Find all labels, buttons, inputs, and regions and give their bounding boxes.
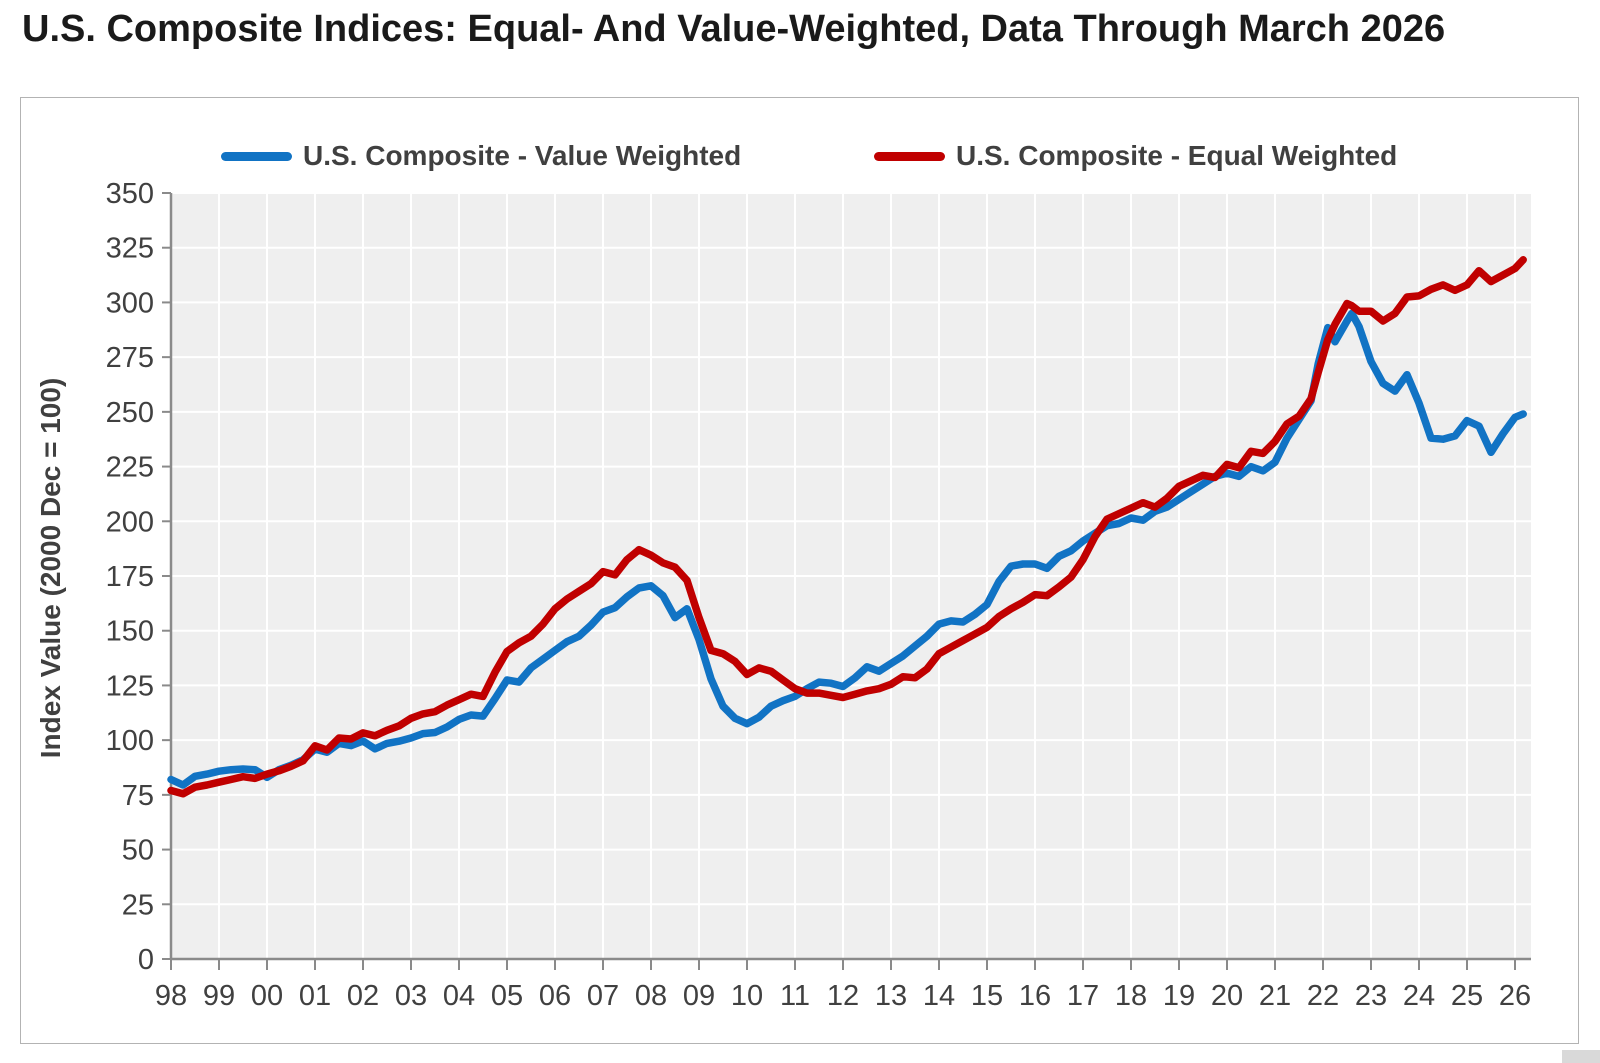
svg-text:14: 14 [923, 980, 955, 1012]
svg-text:18: 18 [1115, 980, 1147, 1012]
svg-text:125: 125 [106, 670, 154, 702]
scrollbar-corner-artifact [1562, 1050, 1600, 1063]
page-title: U.S. Composite Indices: Equal- And Value… [22, 8, 1446, 50]
svg-text:22: 22 [1307, 980, 1339, 1012]
svg-text:02: 02 [347, 980, 379, 1012]
chart-frame: U.S. Composite - Value Weighted U.S. Com… [20, 97, 1579, 1044]
svg-text:04: 04 [443, 980, 475, 1012]
svg-text:17: 17 [1067, 980, 1099, 1012]
svg-text:26: 26 [1499, 980, 1531, 1012]
svg-text:350: 350 [106, 178, 154, 210]
svg-text:08: 08 [635, 980, 667, 1012]
svg-text:100: 100 [106, 725, 154, 757]
svg-text:15: 15 [971, 980, 1003, 1012]
svg-text:16: 16 [1019, 980, 1051, 1012]
svg-text:25: 25 [122, 889, 154, 921]
svg-text:01: 01 [299, 980, 331, 1012]
svg-text:75: 75 [122, 780, 154, 812]
value-weighted-line-swatch-icon [221, 151, 292, 161]
svg-text:200: 200 [106, 506, 154, 538]
svg-text:250: 250 [106, 397, 154, 429]
svg-text:175: 175 [106, 561, 154, 593]
svg-text:21: 21 [1259, 980, 1291, 1012]
svg-text:0: 0 [138, 944, 154, 976]
svg-text:150: 150 [106, 616, 154, 648]
svg-text:98: 98 [155, 980, 187, 1012]
legend-item-equal-weighted: U.S. Composite - Equal Weighted [874, 142, 1397, 170]
svg-text:03: 03 [395, 980, 427, 1012]
svg-text:325: 325 [106, 233, 154, 265]
svg-text:12: 12 [827, 980, 859, 1012]
svg-text:06: 06 [539, 980, 571, 1012]
svg-text:07: 07 [587, 980, 619, 1012]
legend-label-value-weighted: U.S. Composite - Value Weighted [303, 140, 742, 171]
svg-text:24: 24 [1403, 980, 1435, 1012]
svg-text:00: 00 [251, 980, 283, 1012]
svg-text:05: 05 [491, 980, 523, 1012]
svg-text:13: 13 [875, 980, 907, 1012]
svg-text:23: 23 [1355, 980, 1387, 1012]
svg-text:50: 50 [122, 835, 154, 867]
legend-label-equal-weighted: U.S. Composite - Equal Weighted [956, 140, 1398, 171]
svg-text:11: 11 [780, 980, 810, 1012]
svg-text:225: 225 [106, 452, 154, 484]
svg-text:99: 99 [203, 980, 235, 1012]
svg-text:25: 25 [1451, 980, 1483, 1012]
svg-text:20: 20 [1211, 980, 1243, 1012]
equal-weighted-line-swatch-icon [874, 151, 945, 161]
svg-text:275: 275 [106, 342, 154, 374]
svg-text:10: 10 [731, 980, 763, 1012]
svg-text:300: 300 [106, 287, 154, 319]
svg-text:09: 09 [683, 980, 715, 1012]
svg-text:19: 19 [1163, 980, 1195, 1012]
legend-item-value-weighted: U.S. Composite - Value Weighted [221, 142, 741, 170]
plot-area: 0255075100125150175200225250275300325350… [106, 178, 1532, 1012]
